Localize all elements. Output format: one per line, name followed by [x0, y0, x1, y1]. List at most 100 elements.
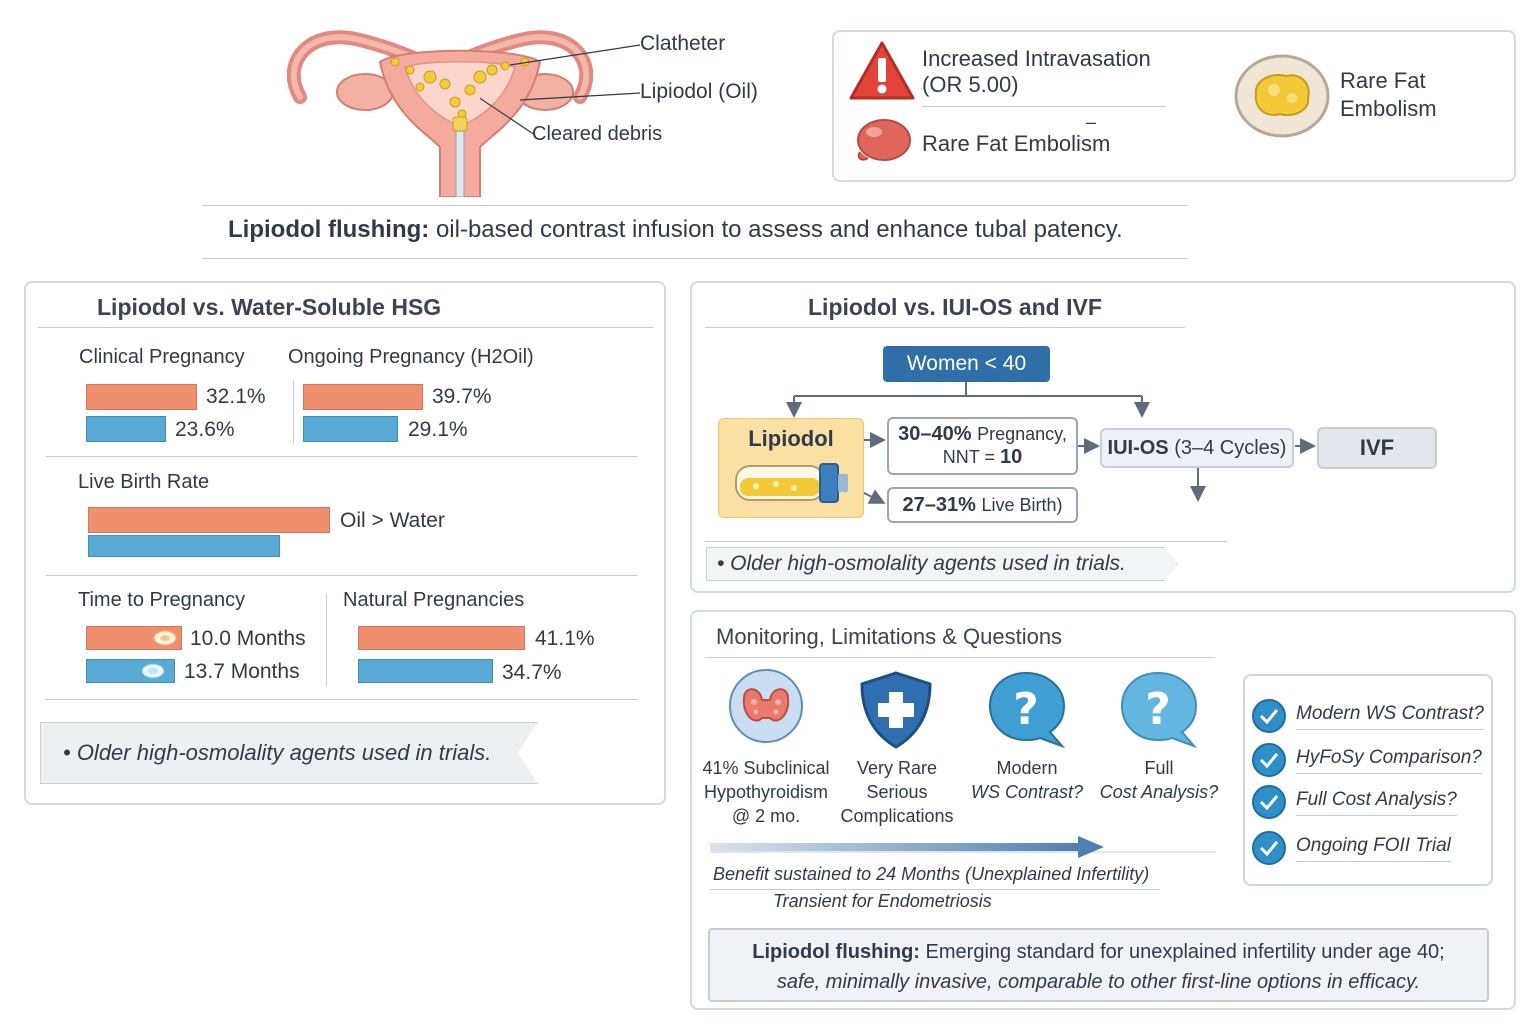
- pregnancy-outcome-line1: 30–40% Pregnancy,: [898, 423, 1067, 446]
- ivf-box: IVF: [1317, 427, 1437, 469]
- complications-line1: Very Rare: [856, 758, 938, 778]
- iui-os-cycles: (3–4 Cycles): [1174, 436, 1287, 459]
- check-icon: [1252, 699, 1286, 733]
- svg-text:?: ?: [1145, 684, 1171, 735]
- embolism-right-line2: Embolism: [1340, 96, 1437, 121]
- hypothyroidism-line3: @ 2 mo.: [731, 806, 801, 826]
- definition-term: Lipiodol flushing:: [228, 216, 430, 243]
- intravasation-line1: Increased Intravasation: [922, 46, 1151, 71]
- hypothyroidism-line2: Hypothyroidism: [703, 782, 829, 802]
- ivf-panel-title: Lipiodol vs. IUI-OS and IVF: [808, 294, 1102, 320]
- lipiodol-oil-label: Lipiodol (Oil): [640, 80, 758, 103]
- clinical-pregnancy-water-value: 23.6%: [175, 418, 235, 441]
- conclusion-line1: Lipiodol flushing: Emerging standard for…: [710, 937, 1487, 967]
- ongoing-pregnancy-label: Ongoing Pregnancy (H2Oil): [288, 346, 534, 368]
- live-birth-outcome-box: 27–31% Live Birth): [887, 487, 1078, 523]
- fat-droplet-icon: [857, 119, 911, 161]
- pregnancy-outcome-box: 30–40% Pregnancy, NNT = 10: [887, 417, 1078, 475]
- hsg-row-divider-3: [46, 699, 638, 700]
- nnt-prefix: NNT =: [942, 447, 1000, 467]
- question-text: Full Cost Analysis?: [1296, 789, 1457, 816]
- natural-pregnancies-label: Natural Pregnancies: [343, 589, 525, 611]
- ongoing-pregnancy-water-value: 29.1%: [408, 418, 468, 441]
- time-to-pregnancy-label: Time to Pregnancy: [78, 589, 246, 611]
- ws-contrast-item: Modern WS Contrast?: [962, 756, 1092, 804]
- complications-line3: Complications: [840, 806, 954, 826]
- embolism-right-line1: Rare Fat: [1340, 68, 1426, 93]
- live-birth-label: Live Birth Rate: [78, 471, 210, 493]
- clinical-pregnancy-oil-value: 32.1%: [206, 385, 266, 408]
- fat-globule-icon: [1234, 54, 1330, 138]
- warning-icon: [849, 41, 915, 100]
- pregnancy-rate: 30–40%: [898, 423, 972, 445]
- natural-pregnancies-water-bar: [358, 659, 493, 683]
- ws-contrast-line2: WS Contrast?: [970, 782, 1084, 802]
- hypothyroidism-item: 41% Subclinical Hypothyroidism @ 2 mo.: [701, 756, 831, 828]
- hsg-panel-title: Lipiodol vs. Water-Soluble HSG: [97, 294, 442, 320]
- benefit-arrow: [710, 836, 1216, 858]
- thyroid-icon: [729, 669, 803, 743]
- oil-vial-icon: [735, 463, 848, 503]
- benefit-rule: [710, 889, 1160, 890]
- pregnancy-outcome-line2: NNT = 10: [943, 446, 1022, 469]
- sparkle-icon: [153, 630, 177, 646]
- sparkle-icon: [141, 663, 165, 679]
- benefit-line1: Benefit sustained to 24 Months (Unexplai…: [713, 864, 1150, 884]
- natural-pregnancies-oil-bar: [358, 626, 525, 650]
- definition-banner: Lipiodol flushing: oil-based contrast in…: [228, 216, 1123, 244]
- hsg-row-divider-2: [46, 575, 638, 576]
- monitoring-title: Monitoring, Limitations & Questions: [716, 624, 1063, 649]
- intravasation-line2: (OR 5.00): [922, 72, 1019, 97]
- embolism-dash: –: [1086, 112, 1097, 132]
- hsg-title-rule: [38, 327, 654, 328]
- conclusion-text-1: Emerging standard for unexplained infert…: [925, 941, 1445, 963]
- conclusion-box: Lipiodol flushing: Emerging standard for…: [708, 928, 1489, 1002]
- ivf-note-rule: [705, 541, 1227, 542]
- iui-os-label: IUI-OS: [1107, 436, 1169, 459]
- live-birth-oil-bar: [88, 507, 330, 533]
- ongoing-pregnancy-oil-bar: [303, 384, 423, 410]
- shield-icon: [860, 671, 932, 749]
- nnt-value: 10: [999, 446, 1023, 468]
- complications-item: Very Rare Serious Complications: [832, 756, 962, 828]
- question-row: Modern WS Contrast?: [1252, 696, 1484, 736]
- ongoing-pregnancy-water-bar: [303, 416, 398, 442]
- hsg-row-divider-1: [46, 456, 638, 457]
- ivf-note-banner: • Older high-osmolality agents used in t…: [706, 547, 1178, 581]
- question-bubble-icon: ?: [988, 671, 1066, 748]
- embolism-left-label: Rare Fat Embolism: [922, 131, 1111, 156]
- benefit-line2: Transient for Endometriosis: [773, 891, 992, 911]
- question-row: Ongoing FOII Trial: [1252, 828, 1482, 868]
- anatomy-leader-lines: [480, 44, 641, 136]
- pregnancy-word: Pregnancy,: [977, 424, 1067, 444]
- natural-pregnancies-oil-value: 41.1%: [535, 627, 595, 650]
- svg-text:?: ?: [1013, 684, 1039, 735]
- hypothyroidism-line1: 41% Subclinical: [702, 758, 830, 778]
- ivf-title-rule: [705, 327, 1185, 328]
- risks-divider: [922, 106, 1166, 107]
- women-under-40-box: Women < 40: [883, 346, 1050, 382]
- clinical-pregnancy-label: Clinical Pregnancy: [79, 346, 245, 368]
- definition-top-rule: [202, 205, 1188, 206]
- check-icon: [1252, 785, 1286, 819]
- definition-text: oil-based contrast infusion to assess an…: [435, 216, 1123, 243]
- cost-analysis-item: Full Cost Analysis?: [1094, 756, 1224, 804]
- time-to-pregnancy-oil-value: 10.0 Months: [190, 627, 306, 650]
- ws-contrast-line1: Modern: [996, 758, 1058, 778]
- natural-pregnancies-water-value: 34.7%: [502, 661, 562, 684]
- hsg-col-divider-2: [326, 594, 327, 686]
- check-icon: [1252, 831, 1286, 865]
- time-to-pregnancy-water-value: 13.7 Months: [184, 660, 300, 683]
- question-bubble-icon: ?: [1120, 671, 1198, 748]
- live-birth-word: Live Birth): [981, 494, 1063, 515]
- catheter-label: Clatheter: [640, 32, 726, 55]
- question-text: Modern WS Contrast?: [1296, 703, 1484, 730]
- question-row: HyFoSy Comparison?: [1252, 740, 1482, 780]
- cost-analysis-line1: Full: [1144, 758, 1174, 778]
- conclusion-text-2: safe, minimally invasive, comparable to …: [776, 971, 1421, 993]
- live-birth-water-bar: [88, 535, 280, 557]
- live-birth-rate: 27–31%: [902, 493, 976, 516]
- definition-bottom-rule: [202, 258, 1188, 259]
- question-text: Ongoing FOII Trial: [1296, 835, 1451, 862]
- lipiodol-box-label: Lipiodol: [748, 426, 834, 451]
